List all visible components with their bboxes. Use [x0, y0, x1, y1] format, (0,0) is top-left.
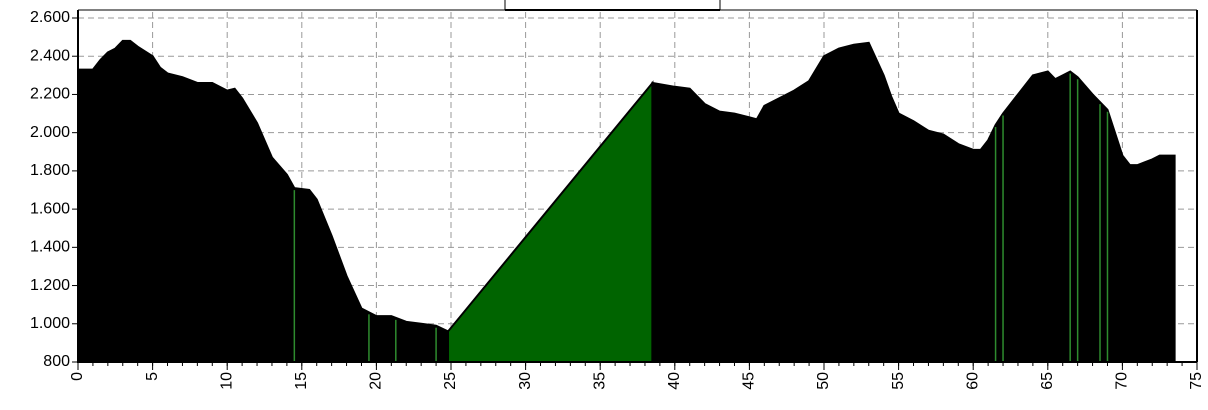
- y-tick-label: 800: [43, 353, 70, 370]
- x-tick-label: 55: [890, 372, 907, 390]
- x-tick-label: 45: [741, 372, 758, 390]
- x-tick-label: 25: [442, 372, 459, 390]
- y-tick-label: 2.400: [30, 47, 70, 64]
- x-tick-label: 65: [1039, 372, 1056, 390]
- x-tick-label: 10: [218, 372, 235, 390]
- y-tick-label: 1.800: [30, 162, 70, 179]
- elevation-area: [77, 39, 450, 363]
- y-tick-label: 1.400: [30, 239, 70, 256]
- x-tick-label: 5: [144, 372, 161, 381]
- y-tick-label: 2.200: [30, 86, 70, 103]
- y-tick-label: 2.600: [30, 9, 70, 26]
- y-tick-label: 1.000: [30, 315, 70, 332]
- x-tick-label: 50: [815, 372, 832, 390]
- y-tick-label: 1.200: [30, 277, 70, 294]
- x-tick-label: 35: [591, 372, 608, 390]
- x-tick-label: 75: [1188, 372, 1205, 390]
- x-tick-label: 40: [666, 372, 683, 390]
- x-tick-label: 0: [69, 372, 86, 381]
- elevation-area: [651, 41, 1176, 363]
- x-tick-label: 15: [293, 372, 310, 390]
- x-tick-label: 60: [964, 372, 981, 390]
- x-tick-label: 20: [368, 372, 385, 390]
- y-tick-label: 1.600: [30, 200, 70, 217]
- elevation-area: [447, 80, 654, 363]
- y-tick-label: 2.000: [30, 124, 70, 141]
- x-tick-label: 30: [517, 372, 534, 390]
- x-tick-label: 70: [1114, 372, 1131, 390]
